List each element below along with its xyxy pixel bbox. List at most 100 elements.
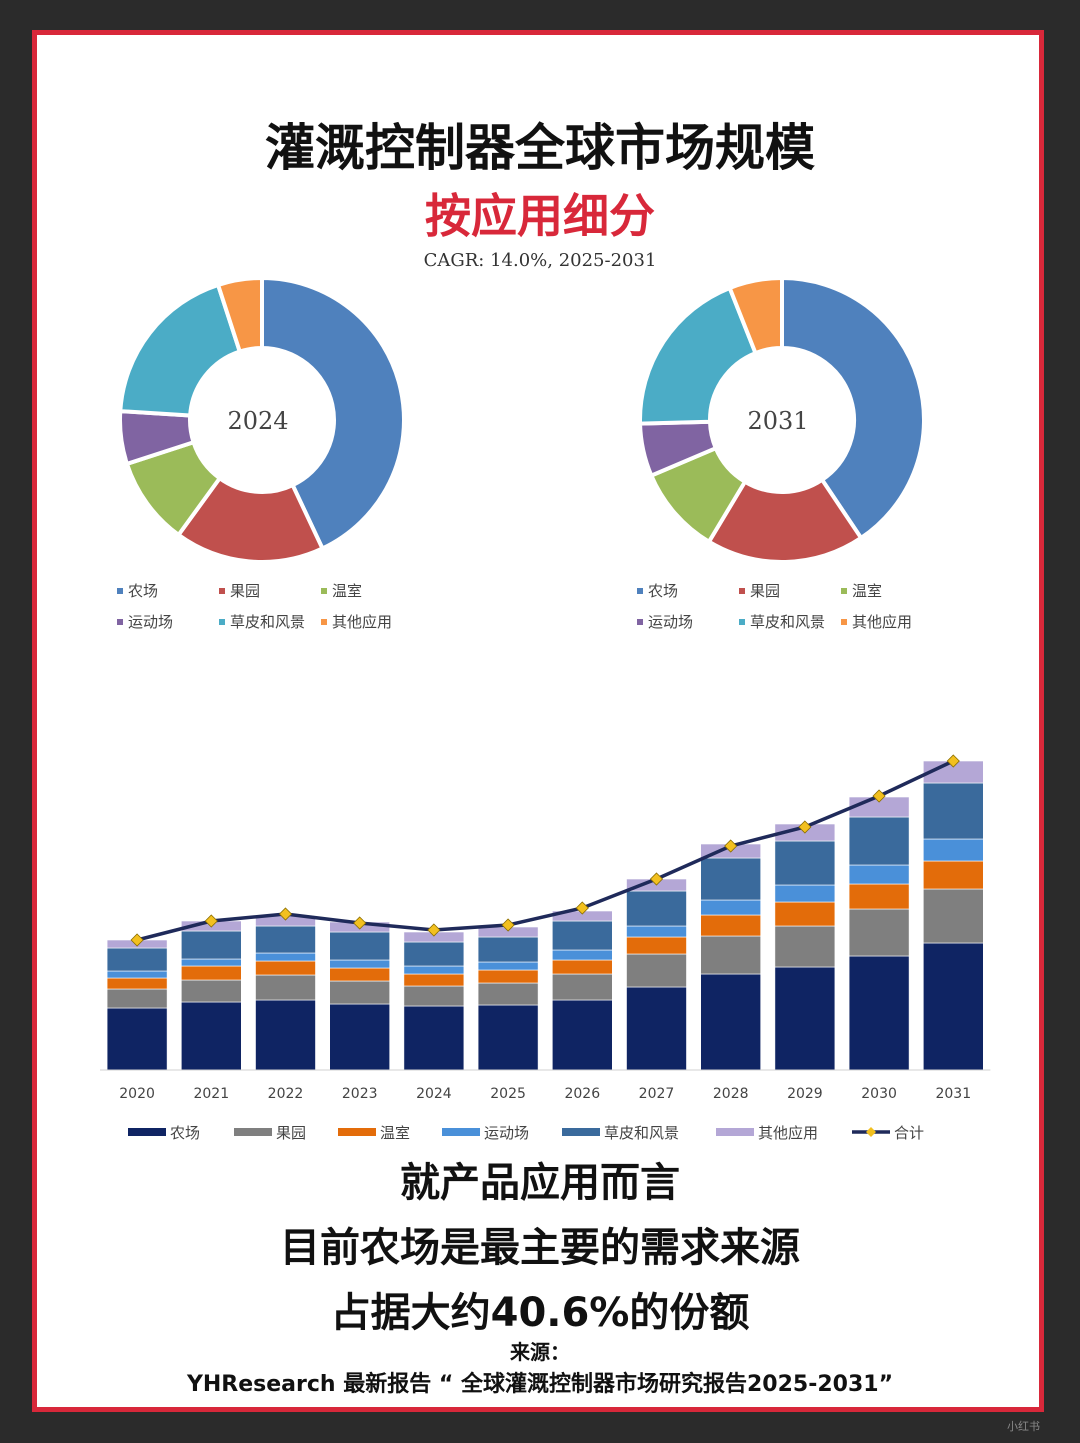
donut-1-legend-label-5: 其他应用: [852, 613, 912, 631]
bar-2024-seg-3: [403, 965, 465, 975]
bar-2027-seg-2: [626, 936, 687, 955]
total-marker-2026: [575, 901, 589, 915]
bar-2028-seg-3: [700, 899, 762, 916]
bar-legend-marker-6: [866, 1127, 876, 1137]
bar-2025-seg-2: [477, 969, 539, 984]
donut-1-legend-label-4: 草皮和风景: [750, 613, 825, 631]
bar-2031-seg-1: [922, 888, 984, 944]
bar-2028-seg-0: [700, 973, 762, 1071]
donut-0-legend-label-5: 其他应用: [332, 613, 392, 631]
total-marker-2020: [130, 933, 144, 947]
bar-2029-seg-1: [774, 925, 836, 968]
bar-2023-seg-4: [329, 931, 391, 961]
bar-2024-seg-4: [403, 941, 465, 967]
x-tick-2027: 2027: [639, 1086, 675, 1102]
bar-2029-seg-0: [774, 966, 836, 1071]
bar-2026-seg-0: [551, 999, 613, 1071]
bar-2029-seg-2: [774, 901, 836, 927]
bar-2020-seg-3: [106, 970, 168, 979]
bar-2031-seg-3: [922, 838, 984, 862]
bar-2027-seg-4: [626, 890, 687, 927]
page-subtitle: 按应用细分: [425, 189, 655, 243]
donut-0-legend-label-2: 温室: [332, 582, 362, 600]
bar-2021-seg-0: [181, 1001, 242, 1071]
bar-legend-label-4: 草皮和风景: [604, 1124, 679, 1142]
bar-2023-seg-0: [329, 1003, 391, 1071]
bar-2030-seg-0: [848, 955, 910, 1071]
bar-2030-seg-4: [848, 816, 910, 866]
bar-legend-label-3: 运动场: [484, 1124, 529, 1142]
x-tick-2024: 2024: [416, 1086, 452, 1102]
bar-2020-seg-1: [106, 988, 168, 1009]
donut-1-center-label: 2031: [747, 407, 808, 435]
total-marker-2027: [649, 872, 664, 886]
bar-legend-label-0: 农场: [170, 1124, 200, 1142]
bar-2026-seg-4: [551, 920, 613, 951]
total-line: [136, 759, 955, 942]
bar-2027-seg-3: [626, 925, 687, 938]
bar-2031-seg-4: [922, 782, 984, 840]
bar-2029-seg-4: [774, 840, 836, 886]
x-tick-2028: 2028: [713, 1086, 749, 1102]
donut-1-legend-swatch-4: [739, 619, 745, 625]
bar-2020-seg-4: [106, 947, 168, 972]
donut-0-legend-label-1: 果园: [230, 582, 260, 600]
bar-legend-swatch-3: [442, 1128, 480, 1136]
donut-1-legend-label-1: 果园: [750, 582, 780, 600]
bar-2028-seg-1: [700, 935, 762, 975]
bar-legend-swatch-1: [234, 1128, 272, 1136]
bar-2022-seg-1: [255, 974, 316, 1001]
page-title: 灌溉控制器全球市场规模: [265, 119, 815, 177]
donut-1-slice-0: [780, 275, 926, 541]
donut-1-legend-swatch-3: [637, 619, 643, 625]
donut-1-legend-swatch-2: [841, 588, 847, 594]
bar-2026-seg-3: [551, 949, 613, 961]
poster-frame: [32, 30, 1044, 1412]
bar-2028-seg-2: [700, 914, 762, 937]
bar-2028-seg-4: [700, 857, 762, 901]
donut-1-slice-1: [706, 477, 864, 564]
bar-2025-seg-1: [477, 982, 539, 1006]
source-text: YHResearch 最新报告 “ 全球灌溉控制器市场研究报告2025-2031…: [186, 1372, 894, 1397]
total-marker-2025: [501, 918, 515, 932]
bar-2031-seg-2: [922, 860, 984, 890]
donut-0-legend-swatch-1: [219, 588, 225, 594]
x-tick-2020: 2020: [119, 1086, 155, 1102]
bar-2022-seg-0: [255, 999, 316, 1071]
bar-2030-seg-2: [848, 883, 910, 910]
total-marker-2029: [798, 820, 812, 834]
total-marker-2031: [946, 754, 960, 768]
bar-legend-label-6: 合计: [894, 1124, 924, 1142]
donut-0-legend-swatch-0: [117, 588, 123, 594]
donut-0-legend-swatch-4: [219, 619, 225, 625]
conclusion-line-1: 就产品应用而言: [400, 1160, 680, 1206]
donut-1-slice-5: [727, 275, 784, 356]
bar-2020-seg-0: [106, 1007, 168, 1071]
conclusion-line-3: 占据大约40.6%的份额: [330, 1290, 750, 1336]
source-label: 来源：: [510, 1340, 570, 1364]
donut-1-legend-swatch-5: [841, 619, 847, 625]
x-tick-2021: 2021: [193, 1086, 229, 1102]
donut-0-legend-label-3: 运动场: [128, 613, 173, 631]
bar-2023-seg-2: [329, 967, 391, 982]
x-tick-2023: 2023: [342, 1086, 378, 1102]
bar-2022-seg-4: [255, 925, 316, 954]
x-tick-2022: 2022: [268, 1086, 304, 1102]
bar-2030-seg-1: [848, 908, 910, 957]
donut-1-legend-label-2: 温室: [852, 582, 882, 600]
bar-2031-seg-0: [922, 942, 984, 1071]
total-marker-2021: [204, 914, 218, 928]
bar-legend-swatch-5: [716, 1128, 754, 1136]
x-tick-2030: 2030: [861, 1086, 897, 1102]
conclusion-line-2: 目前农场是最主要的需求来源: [280, 1225, 800, 1271]
bar-2021-seg-3: [181, 958, 242, 967]
bar-legend-swatch-2: [338, 1128, 376, 1136]
donut-1-slice-4: [638, 285, 759, 426]
bar-2026-seg-1: [551, 973, 613, 1001]
donut-0-legend-swatch-3: [117, 619, 123, 625]
donut-0-slice-4: [118, 282, 243, 418]
donut-1-legend-swatch-0: [637, 588, 643, 594]
bar-2024-seg-1: [403, 985, 465, 1007]
donut-0-legend-label-4: 草皮和风景: [230, 613, 305, 631]
